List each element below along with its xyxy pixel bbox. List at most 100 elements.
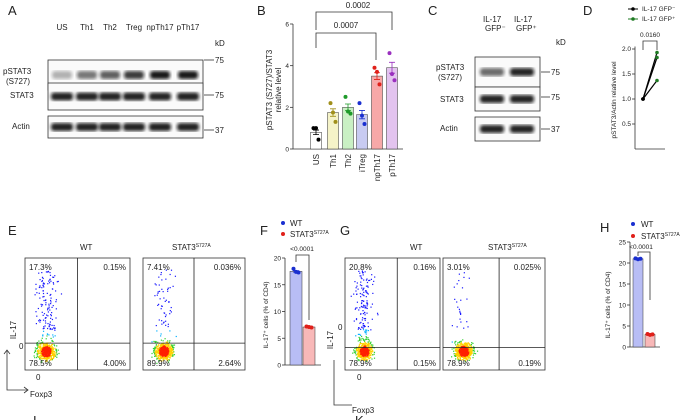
flow-event <box>168 353 170 356</box>
flow-event <box>468 355 470 357</box>
flow-event <box>470 351 472 353</box>
flow-event <box>36 343 38 345</box>
flow-event <box>362 351 364 353</box>
flow-event <box>365 349 368 351</box>
flow-event <box>153 349 155 351</box>
flow-event <box>158 349 160 352</box>
flow-event <box>362 288 364 290</box>
flow-event <box>462 348 464 350</box>
flow-event <box>160 273 162 276</box>
flow-event <box>46 333 49 335</box>
flow-event <box>358 359 360 362</box>
flow-event <box>51 349 54 351</box>
flow-event <box>44 347 46 350</box>
flow-event <box>357 354 360 356</box>
flow-event <box>174 275 177 277</box>
flow-event <box>158 357 160 359</box>
flow-event <box>40 345 42 347</box>
flow-event <box>156 294 158 296</box>
flow-event <box>361 326 363 328</box>
flow-event <box>56 281 58 283</box>
flow-event <box>171 349 174 351</box>
flow-event <box>471 346 473 348</box>
flow-event <box>43 326 45 328</box>
flow-event <box>472 346 475 348</box>
flow-event <box>167 354 169 356</box>
flow-event <box>154 347 156 349</box>
flow-event <box>163 350 166 352</box>
flow-event <box>368 348 370 350</box>
significance-bracket <box>315 11 393 30</box>
flow-event <box>160 360 163 362</box>
flow-event <box>36 356 38 359</box>
flow-event <box>471 349 473 351</box>
flow-event <box>363 355 365 357</box>
flow-event <box>41 311 43 313</box>
flow-event <box>453 350 455 352</box>
flow-event <box>44 344 47 346</box>
flow-event <box>165 299 167 301</box>
flow-event <box>47 271 49 273</box>
flow-event <box>170 352 172 354</box>
flow-event <box>468 277 470 279</box>
flow-event <box>41 354 44 356</box>
flow-event <box>156 350 158 352</box>
flow-event <box>365 307 367 309</box>
flow-event <box>48 344 50 346</box>
flow-event <box>49 299 52 302</box>
flow-event <box>49 345 51 348</box>
flow-event <box>363 359 366 361</box>
flow-event <box>49 348 51 350</box>
legend-item: WT <box>631 220 654 229</box>
flow-event <box>353 320 355 322</box>
flow-event <box>370 278 373 280</box>
flow-event <box>41 353 44 355</box>
flow-event <box>54 329 56 331</box>
flow-event <box>151 341 153 343</box>
flow-event <box>471 351 473 353</box>
flow-event <box>356 349 359 352</box>
flow-event <box>362 306 364 308</box>
flow-event <box>357 351 359 353</box>
blot-band <box>480 68 504 76</box>
flow-event <box>368 338 370 341</box>
flow-event <box>50 344 52 347</box>
flow-event <box>161 351 164 353</box>
svg-text:75: 75 <box>551 93 560 102</box>
flow-event <box>33 351 36 354</box>
flow-event <box>167 353 169 355</box>
flow-event <box>49 279 51 281</box>
flow-event <box>459 348 461 350</box>
flow-event <box>471 348 473 350</box>
flow-event <box>456 351 458 353</box>
flow-event <box>360 313 362 315</box>
flow-event <box>461 352 463 354</box>
flow-event <box>52 283 55 285</box>
flow-event <box>358 355 361 357</box>
flow-event <box>462 355 464 357</box>
flow-event <box>362 338 365 340</box>
flow-event <box>161 348 163 350</box>
y-tick-label: 2 <box>285 105 289 112</box>
flow-event <box>457 343 459 346</box>
flow-event <box>472 350 474 352</box>
flow-event <box>354 280 356 283</box>
flow-event <box>43 283 46 285</box>
bar <box>289 271 303 366</box>
flow-event <box>46 354 48 356</box>
flow-event <box>366 307 368 310</box>
flow-event <box>365 347 367 350</box>
flow-event <box>463 353 465 356</box>
flow-event <box>53 276 55 278</box>
flow-event <box>42 284 44 286</box>
legend-item: STAT3S727A <box>281 230 329 239</box>
flow-event <box>161 305 163 307</box>
flow-event <box>35 350 37 352</box>
flow-event <box>43 354 45 356</box>
flow-event <box>362 339 365 341</box>
flow-event <box>361 345 363 347</box>
flow-event <box>463 272 465 274</box>
flow-event <box>45 343 47 346</box>
flow-event <box>463 276 465 279</box>
flow-event <box>46 344 48 346</box>
